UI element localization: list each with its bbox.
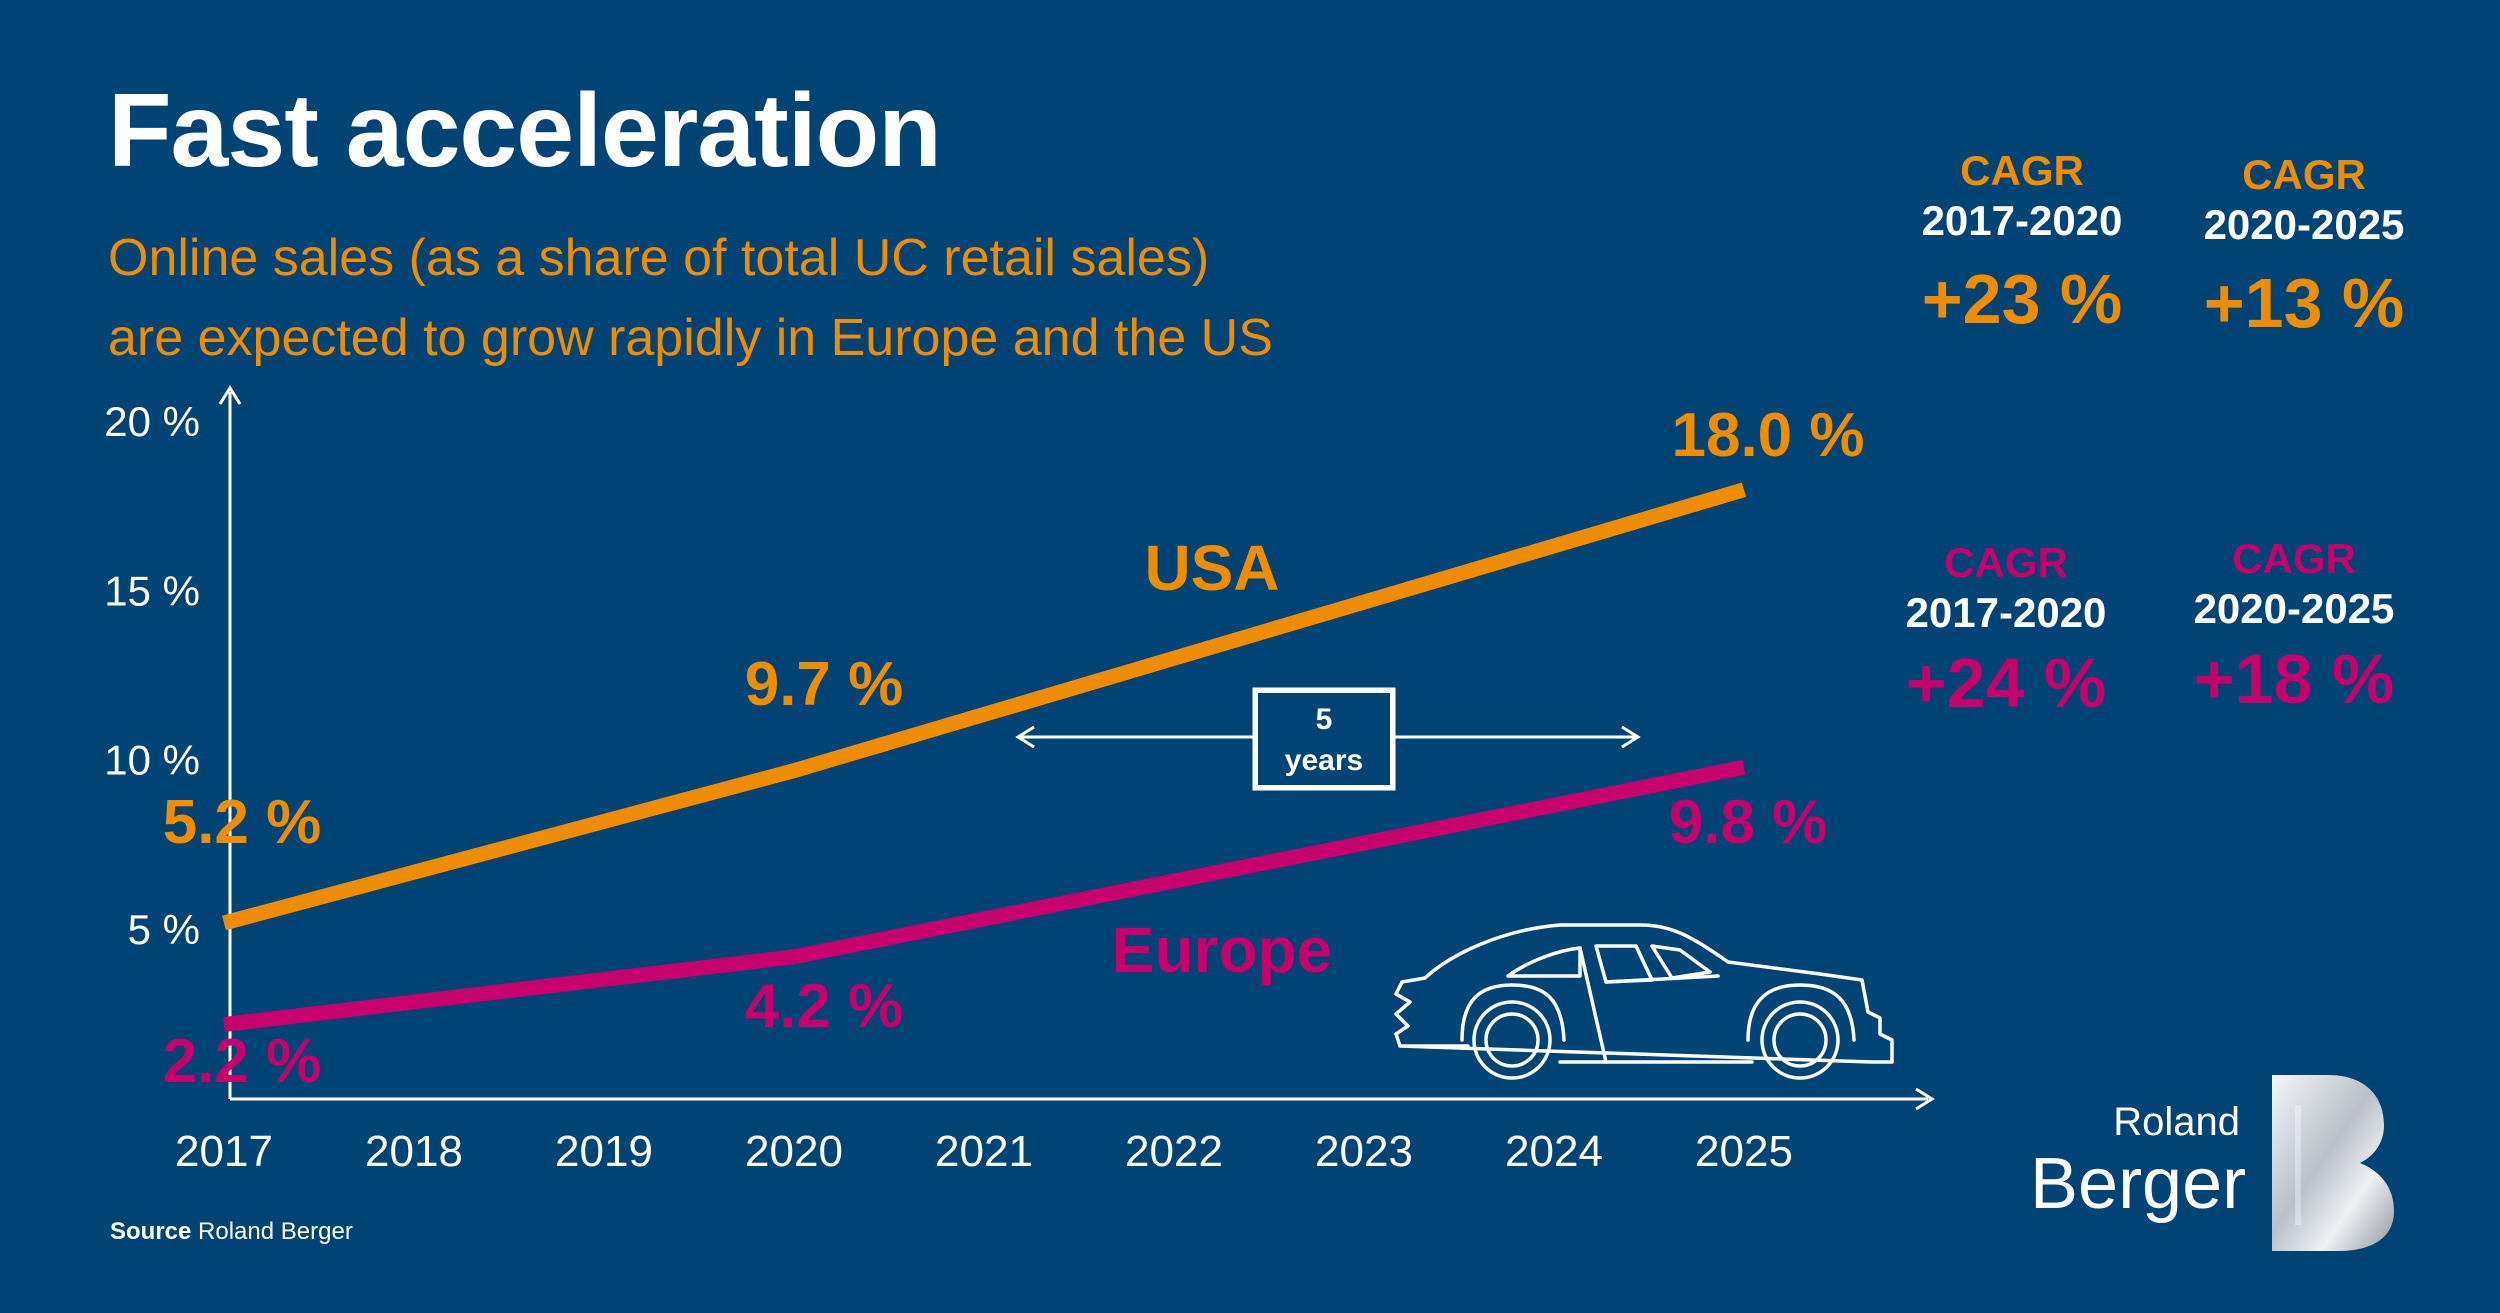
x-tick-label: 2019 — [555, 1127, 653, 1176]
cagr-period: 2020-2025 — [2193, 585, 2395, 632]
source-note: Source Roland Berger — [110, 1218, 353, 1246]
source-text: Roland Berger — [198, 1218, 353, 1245]
page-title: Fast acceleration — [108, 73, 942, 189]
cagr-label: CAGR — [2232, 535, 2356, 582]
cagr-period: 2017-2020 — [1921, 197, 2123, 244]
cagr-europe-2017-2020: CAGR 2017-2020 +24 % — [1866, 538, 2146, 728]
annotation-box-inner — [1258, 693, 1390, 785]
cagr-label: CAGR — [1944, 539, 2068, 586]
x-tick-label: 2020 — [745, 1127, 843, 1176]
data-label-usa-2017: 5.2 % — [163, 788, 322, 857]
data-label-usa-2020: 9.7 % — [745, 650, 904, 719]
cagr-usa-2020-2025: CAGR 2020-2025 +13 % — [2164, 150, 2444, 348]
x-tick-label: 2024 — [1505, 1127, 1603, 1176]
cagr-value: +24 % — [1905, 644, 2107, 722]
x-tick-label: 2017 — [175, 1127, 273, 1176]
x-tick-label: 2025 — [1695, 1127, 1793, 1176]
arrow-left-icon — [1015, 725, 1035, 749]
y-tick-label: 5 % — [128, 906, 200, 953]
x-tick-label: 2021 — [935, 1127, 1033, 1176]
logo-line-1: Roland — [2113, 1100, 2240, 1144]
subtitle-line-2: are expected to grow rapidly in Europe a… — [108, 309, 1273, 367]
data-label-europe-2020: 4.2 % — [745, 972, 904, 1041]
roland-berger-logo-icon — [2272, 1075, 2394, 1251]
cagr-period: 2017-2020 — [1905, 589, 2107, 636]
chart-axes — [218, 385, 1935, 1111]
cagr-label: CAGR — [2242, 151, 2366, 198]
series-name-usa: USA — [1144, 532, 1279, 604]
cagr-europe-2020-2025: CAGR 2020-2025 +18 % — [2154, 534, 2434, 724]
series-line-europe — [223, 759, 1746, 1032]
page-subtitle: Online sales (as a share of total UC ret… — [108, 218, 1273, 378]
x-tick-label: 2018 — [365, 1127, 463, 1176]
annotation-line-2: years — [1285, 744, 1363, 777]
cagr-usa-2017-2020: CAGR 2017-2020 +23 % — [1882, 146, 2162, 344]
y-axis-arrow-icon — [218, 385, 242, 405]
data-label-europe-2017: 2.2 % — [163, 1027, 322, 1096]
data-label-europe-2025: 9.8 % — [1669, 788, 1828, 857]
annotation-line-1: 5 — [1316, 703, 1333, 736]
chart-ticks: 5 % 10 % 15 % 20 % 2017 2018 2019 2020 2021 2022 2… — [104, 398, 1793, 1176]
x-axis-arrow-icon — [1915, 1087, 1935, 1111]
cagr-value: +18 % — [2193, 640, 2395, 718]
cagr-value: +13 % — [2203, 264, 2405, 342]
logo-line-2: Berger — [2030, 1144, 2247, 1224]
y-tick-label: 20 % — [104, 398, 200, 445]
five-years-annotation: 5 years — [1015, 687, 1641, 791]
data-label-usa-2025: 18.0 % — [1671, 401, 1864, 470]
car-icon — [1394, 923, 1894, 1080]
x-tick-label: 2023 — [1315, 1127, 1413, 1176]
arrow-right-icon — [1621, 725, 1641, 749]
y-tick-label: 10 % — [104, 737, 200, 784]
subtitle-line-1: Online sales (as a share of total UC ret… — [108, 229, 1210, 287]
chart-series — [222, 482, 1747, 1032]
cagr-period: 2020-2025 — [2203, 201, 2405, 248]
source-label: Source — [110, 1218, 192, 1245]
cagr-label: CAGR — [1960, 147, 2084, 194]
chart-data-labels: USA Europe 5.2 % 9.7 % 18.0 % 2.2 % 4.2 % 9.8 % — [163, 401, 1865, 1096]
roland-berger-logo-text: Roland Berger — [2030, 1100, 2247, 1224]
cagr-value: +23 % — [1921, 260, 2123, 338]
series-name-europe: Europe — [1112, 914, 1332, 986]
series-line-usa — [222, 482, 1747, 931]
x-tick-label: 2022 — [1125, 1127, 1223, 1176]
y-tick-label: 15 % — [104, 567, 200, 614]
